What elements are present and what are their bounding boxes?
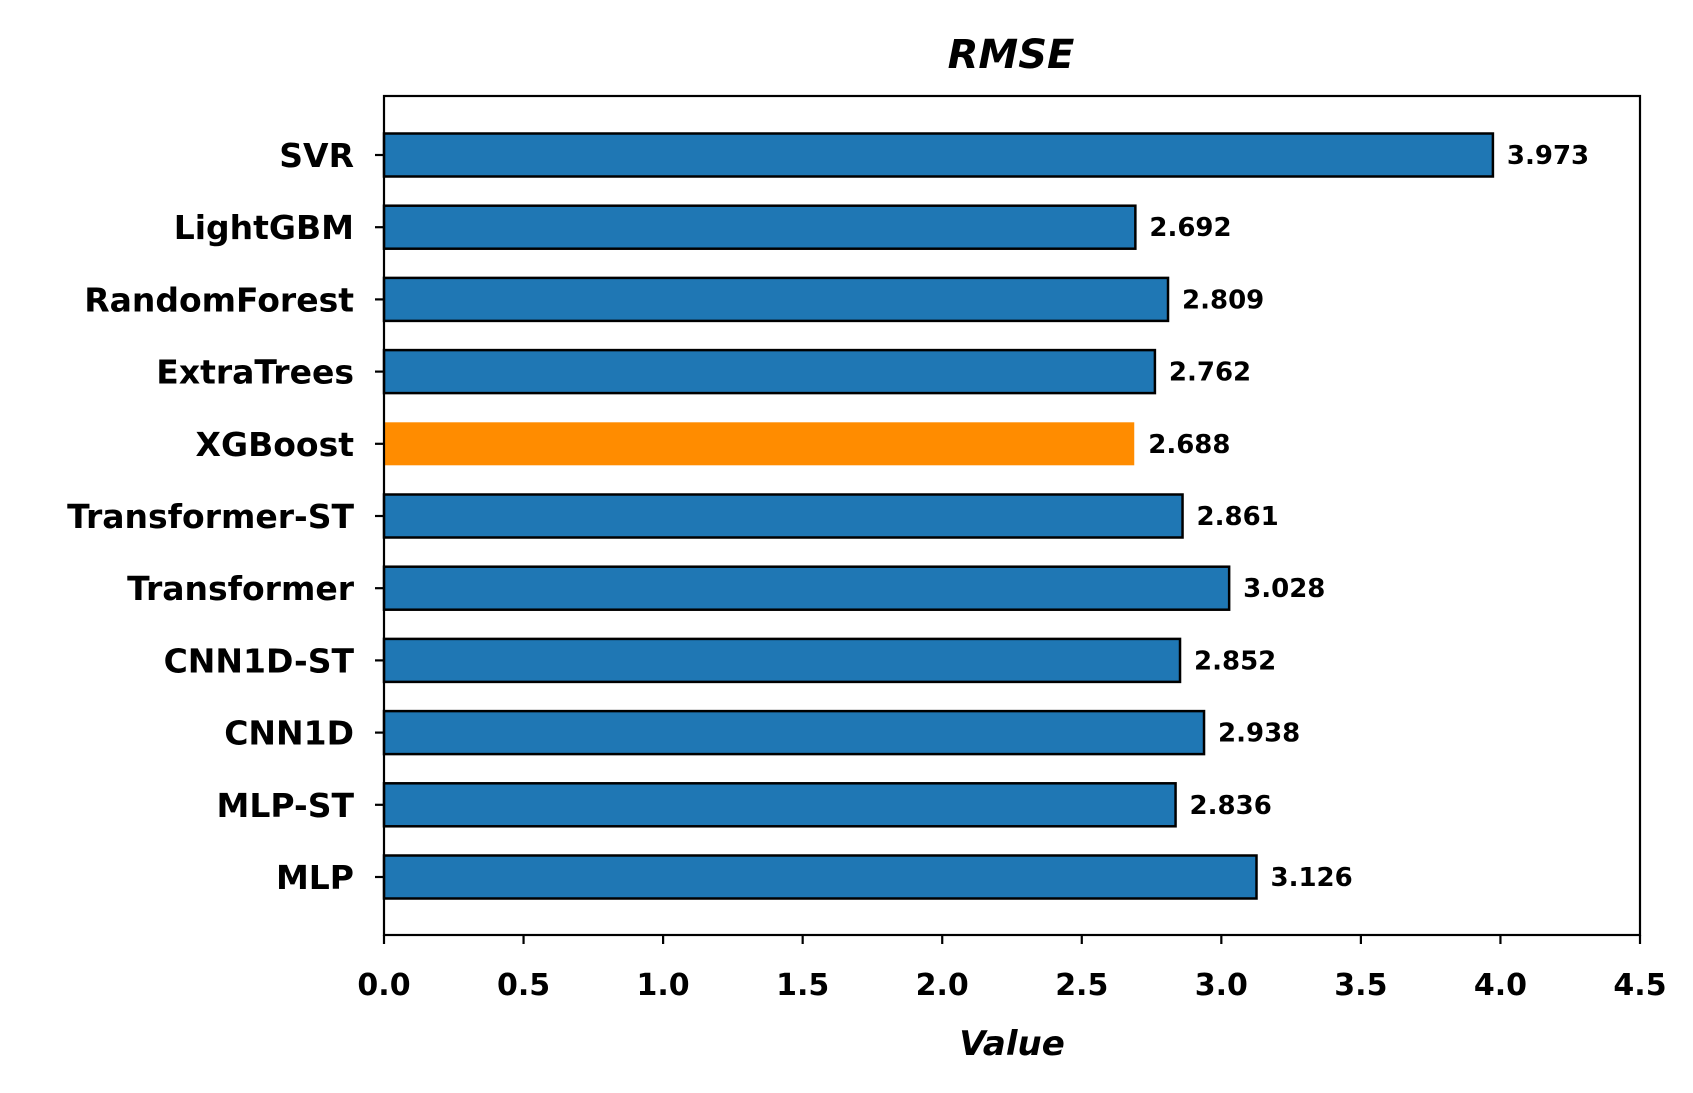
x-axis: 0.0 0.5 1.0 1.5 2.0 2.5 3.0 3.5 4.0 4.5 [357, 935, 1667, 1003]
bar-extratrees [382, 348, 1157, 395]
bar-mlp [382, 854, 1258, 900]
x-tick-label: 2.5 [1055, 968, 1108, 1003]
data-label-cnn1d: 2.938 [1218, 719, 1300, 749]
x-axis-label: Value [959, 1024, 1065, 1064]
y-tick-label: CNN1D [224, 714, 354, 753]
data-label-transformer: 3.028 [1243, 574, 1325, 604]
data-label-mlp-st: 2.836 [1190, 791, 1272, 821]
y-tick-label: LightGBM [174, 208, 354, 247]
x-tick-label: 3.0 [1195, 968, 1248, 1003]
bar-svr [382, 132, 1495, 178]
bar-lightgbm [382, 204, 1137, 250]
x-tick-label: 4.0 [1474, 968, 1527, 1003]
y-tick-label: MLP [276, 858, 354, 897]
data-label-lightgbm: 2.692 [1149, 213, 1231, 243]
bar-cnn1d-st [382, 637, 1182, 684]
chart-title: RMSE [948, 32, 1075, 78]
y-tick-label: ExtraTrees [156, 353, 354, 392]
data-label-transformer-st: 2.861 [1197, 502, 1279, 532]
y-tick-label: CNN1D-ST [164, 641, 355, 680]
x-tick-label: 3.5 [1334, 968, 1387, 1003]
bar-transformer-st [382, 493, 1184, 539]
bar-mlp-st [382, 782, 1177, 828]
bar-transformer [382, 565, 1231, 611]
y-tick-label: Transformer [127, 569, 355, 608]
y-tick-label: RandomForest [84, 280, 354, 319]
bar-cnn1d [382, 709, 1206, 756]
x-tick-label: 2.0 [916, 968, 969, 1003]
x-tick-label: 0.5 [497, 968, 550, 1003]
bar-randomforest [382, 276, 1170, 323]
x-tick-label: 1.0 [637, 968, 690, 1003]
y-tick-label: SVR [279, 136, 354, 175]
y-axis: SVR LightGBM RandomForest ExtraTrees XGBoost… [67, 136, 384, 897]
y-tick-label: Transformer-ST [67, 497, 354, 536]
plot-frame [382, 94, 1642, 937]
bar-xgboost [384, 422, 1135, 466]
x-tick-label: 0.0 [357, 968, 410, 1003]
y-tick-label: MLP-ST [217, 786, 355, 825]
x-tick-label: 1.5 [776, 968, 829, 1003]
y-tick-label: XGBoost [196, 425, 355, 464]
data-label-svr: 3.973 [1507, 141, 1589, 171]
data-label-mlp: 3.126 [1271, 863, 1353, 893]
data-label-randomforest: 2.809 [1182, 285, 1264, 315]
data-label-xgboost: 2.688 [1148, 430, 1230, 460]
data-label-cnn1d-st: 2.852 [1194, 646, 1276, 676]
x-tick-label: 4.5 [1613, 968, 1666, 1003]
data-label-extratrees: 2.762 [1169, 358, 1251, 388]
bars-group: 3.973 2.692 2.809 2.762 2.688 2.861 3.028 2.852… [382, 132, 1589, 900]
